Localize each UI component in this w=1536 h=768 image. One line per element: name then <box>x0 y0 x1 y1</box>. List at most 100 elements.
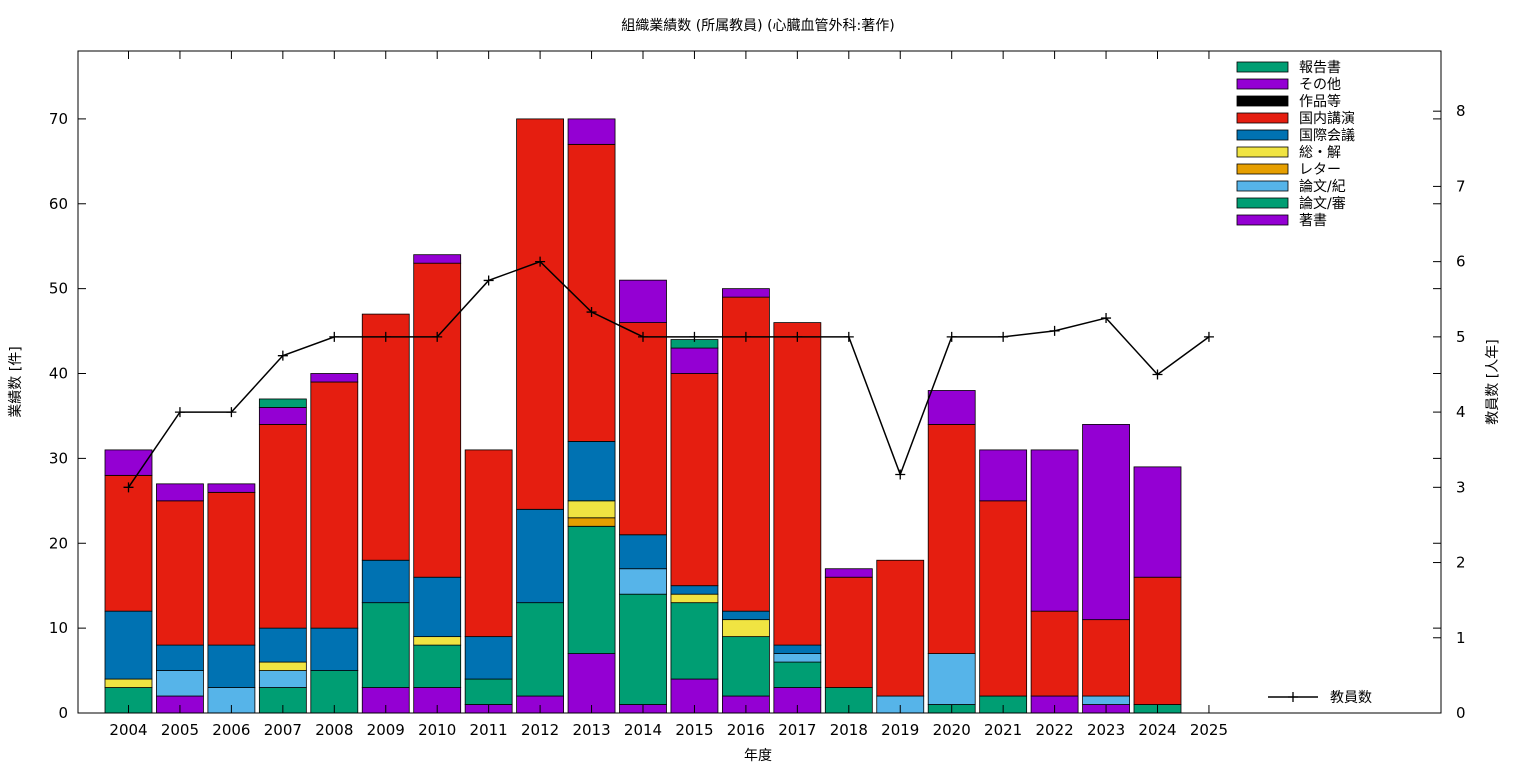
legend-swatch-7 <box>1236 180 1289 192</box>
y-tick-label: 70 <box>49 110 68 128</box>
y2-axis-label: 教員数 [人年] <box>1485 339 1501 424</box>
bar-segment-2014-s1 <box>619 593 667 705</box>
bar-segment-2010-s8 <box>413 254 462 264</box>
legend-label-4: 国際会議 <box>1299 127 1355 144</box>
bar-segment-2007-s5 <box>258 627 307 663</box>
bar-segment-2009-s1 <box>361 602 410 688</box>
bar-segment-2013-s4 <box>567 500 616 519</box>
legend-swatch-3 <box>1236 112 1289 124</box>
bar-segment-2018-s8 <box>824 568 873 578</box>
line-point-2012 <box>535 256 546 267</box>
x-tick-label: 2021 <box>984 721 1022 739</box>
bar-segment-2015-s6 <box>670 373 719 587</box>
x-tick-label: 2024 <box>1138 721 1176 739</box>
bar-segment-2006-s5 <box>207 644 256 688</box>
bar-segment-2012-s1 <box>516 602 564 697</box>
x-tick-label: 2016 <box>727 721 765 739</box>
bar-segment-2009-s6 <box>361 313 410 561</box>
line-point-2009 <box>380 331 391 342</box>
x-tick-label: 2018 <box>830 721 868 739</box>
bar-segment-2007-s8 <box>258 407 307 425</box>
bar-segment-2016-s8 <box>722 288 770 298</box>
legend-label-1: その他 <box>1299 77 1341 93</box>
bar-segment-2005-s8 <box>156 483 204 502</box>
bar-segment-2004-s5 <box>104 610 153 680</box>
line-point-2006 <box>226 407 237 418</box>
y2-tick-label: 0 <box>1456 704 1466 722</box>
bar-segment-2010-s1 <box>413 644 462 688</box>
bar-segment-2014-s5 <box>619 534 667 570</box>
bar-segment-2011-s5 <box>464 636 513 680</box>
bar-segment-2014-s6 <box>619 322 667 536</box>
legend-label-5: 総・解 <box>1299 145 1341 161</box>
line-point-2004 <box>123 482 134 493</box>
bar-segment-2020-s8 <box>927 390 976 425</box>
legend-label-7: 論文/紀 <box>1299 179 1346 195</box>
legend-label-6: レター <box>1299 162 1341 178</box>
bar-segment-2015-s1 <box>670 602 719 680</box>
x-tick-label: 2010 <box>418 721 456 739</box>
bar-segment-2004-s4 <box>104 678 153 688</box>
bar-segment-2019-s6 <box>876 559 925 697</box>
bar-segment-2010-s5 <box>413 576 462 638</box>
bar-segment-2013-s8 <box>567 118 616 145</box>
line-point-2019 <box>895 469 906 480</box>
bar-segment-2008-s5 <box>310 627 359 671</box>
bar-segment-2005-s2 <box>156 670 204 697</box>
x-tick-label: 2015 <box>675 721 713 739</box>
bar-segment-2011-s1 <box>464 678 513 705</box>
y2-tick-label: 2 <box>1456 554 1466 572</box>
line-point-2021 <box>998 331 1009 342</box>
x-tick-label: 2006 <box>212 721 250 739</box>
line-point-2014 <box>638 331 648 342</box>
bar-segment-2022-s8 <box>1030 449 1079 612</box>
line-point-2005 <box>174 407 185 418</box>
legend-label-3: 国内講演 <box>1299 111 1355 127</box>
bar-segment-2016-s6 <box>722 296 770 612</box>
plot-area <box>104 118 1214 714</box>
bar-segment-2012-s6 <box>516 118 564 510</box>
line-point-2024 <box>1152 369 1163 380</box>
y2-tick-label: 4 <box>1456 403 1466 421</box>
bar-segment-2024-s8 <box>1133 466 1182 578</box>
legend-swatch-0 <box>1236 61 1289 73</box>
legend-label-8: 論文/審 <box>1299 196 1346 212</box>
bar-segment-2011-s6 <box>464 449 513 638</box>
line-point-2025 <box>1203 331 1214 342</box>
bar-segment-2008-s8 <box>310 373 359 383</box>
line-point-2017 <box>792 331 803 342</box>
x-tick-label: 2008 <box>315 721 353 739</box>
bar-segment-2014-s8 <box>619 279 667 323</box>
legend-swatch-4 <box>1236 129 1289 141</box>
legend-swatch-1 <box>1236 78 1289 90</box>
y-tick-label: 20 <box>49 534 68 552</box>
bar-segment-2010-s6 <box>413 262 462 578</box>
y-tick-label: 60 <box>49 195 68 213</box>
bar-segment-2017-s2 <box>773 653 822 663</box>
bar-segment-2023-s6 <box>1082 619 1130 697</box>
x-tick-label: 2020 <box>933 721 971 739</box>
line-point-2020 <box>946 331 957 342</box>
x-tick-label: 2005 <box>161 721 199 739</box>
x-tick-label: 2022 <box>1036 721 1074 739</box>
line-point-2010 <box>432 331 443 342</box>
bar-segment-2023-s8 <box>1082 424 1130 621</box>
bar-segment-2013-s3 <box>567 517 616 527</box>
bar-segment-2017-s6 <box>773 322 822 646</box>
legend-swatch-5 <box>1236 146 1289 158</box>
line-point-2023 <box>1101 313 1112 324</box>
line-point-2008 <box>329 331 340 342</box>
bar-segment-2016-s4 <box>722 619 770 638</box>
line-series-teachers <box>127 260 1210 488</box>
bar-segment-2020-s2 <box>927 653 976 705</box>
y-tick-label: 30 <box>49 449 68 467</box>
bar-segment-2010-s4 <box>413 636 462 646</box>
line-point-2011 <box>483 275 494 286</box>
bar-segment-2006-s6 <box>207 491 256 646</box>
bar-segment-2015-s4 <box>670 593 719 604</box>
y2-tick-label: 7 <box>1456 177 1466 195</box>
bar-segment-2012-s5 <box>516 508 564 604</box>
bar-segment-2013-s1 <box>567 525 616 654</box>
bar-segment-2013-s0 <box>567 653 616 714</box>
line-point-2013 <box>586 307 597 318</box>
